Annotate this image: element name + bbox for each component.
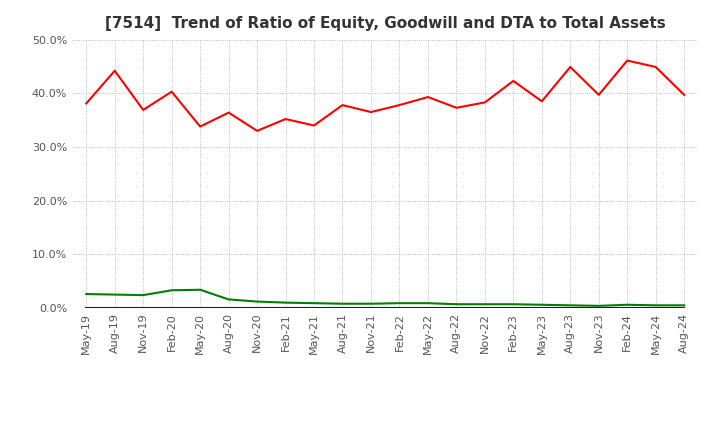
Deferred Tax Assets: [310, 301, 318, 306]
Equity: [452, 105, 461, 110]
Goodwill: [167, 305, 176, 311]
Equity: [282, 117, 290, 122]
Equity: [225, 110, 233, 115]
Deferred Tax Assets: [338, 301, 347, 306]
Goodwill: [537, 305, 546, 311]
Goodwill: [509, 305, 518, 311]
Equity: [652, 64, 660, 70]
Deferred Tax Assets: [452, 301, 461, 307]
Equity: [310, 123, 318, 128]
Equity: [366, 110, 375, 115]
Equity: [509, 78, 518, 84]
Equity: [139, 107, 148, 113]
Deferred Tax Assets: [566, 303, 575, 308]
Deferred Tax Assets: [395, 301, 404, 306]
Goodwill: [282, 305, 290, 311]
Equity: [566, 64, 575, 70]
Goodwill: [225, 305, 233, 311]
Goodwill: [253, 305, 261, 311]
Title: [7514]  Trend of Ratio of Equity, Goodwill and DTA to Total Assets: [7514] Trend of Ratio of Equity, Goodwil…: [105, 16, 665, 32]
Equity: [253, 128, 261, 133]
Goodwill: [452, 305, 461, 311]
Equity: [595, 92, 603, 98]
Equity: [623, 58, 631, 63]
Equity: [82, 101, 91, 106]
Deferred Tax Assets: [623, 302, 631, 308]
Equity: [680, 92, 688, 98]
Goodwill: [566, 305, 575, 311]
Deferred Tax Assets: [366, 301, 375, 306]
Goodwill: [395, 305, 404, 311]
Goodwill: [423, 305, 432, 311]
Equity: [395, 103, 404, 108]
Goodwill: [680, 305, 688, 311]
Equity: [480, 100, 489, 105]
Line: Deferred Tax Assets: Deferred Tax Assets: [86, 290, 684, 306]
Goodwill: [310, 305, 318, 311]
Deferred Tax Assets: [82, 291, 91, 297]
Deferred Tax Assets: [509, 301, 518, 307]
Deferred Tax Assets: [537, 302, 546, 308]
Deferred Tax Assets: [480, 301, 489, 307]
Deferred Tax Assets: [167, 288, 176, 293]
Equity: [110, 68, 119, 73]
Deferred Tax Assets: [139, 293, 148, 298]
Equity: [196, 124, 204, 129]
Goodwill: [480, 305, 489, 311]
Deferred Tax Assets: [652, 303, 660, 308]
Goodwill: [82, 305, 91, 311]
Deferred Tax Assets: [225, 297, 233, 302]
Deferred Tax Assets: [423, 301, 432, 306]
Goodwill: [110, 305, 119, 311]
Goodwill: [196, 305, 204, 311]
Deferred Tax Assets: [680, 303, 688, 308]
Deferred Tax Assets: [110, 292, 119, 297]
Deferred Tax Assets: [595, 303, 603, 308]
Deferred Tax Assets: [196, 287, 204, 293]
Equity: [423, 95, 432, 100]
Equity: [338, 103, 347, 108]
Deferred Tax Assets: [282, 300, 290, 305]
Goodwill: [623, 305, 631, 311]
Equity: [537, 99, 546, 104]
Deferred Tax Assets: [253, 299, 261, 304]
Goodwill: [652, 305, 660, 311]
Line: Equity: Equity: [86, 61, 684, 131]
Goodwill: [139, 305, 148, 311]
Goodwill: [595, 305, 603, 311]
Goodwill: [338, 305, 347, 311]
Equity: [167, 89, 176, 94]
Goodwill: [366, 305, 375, 311]
